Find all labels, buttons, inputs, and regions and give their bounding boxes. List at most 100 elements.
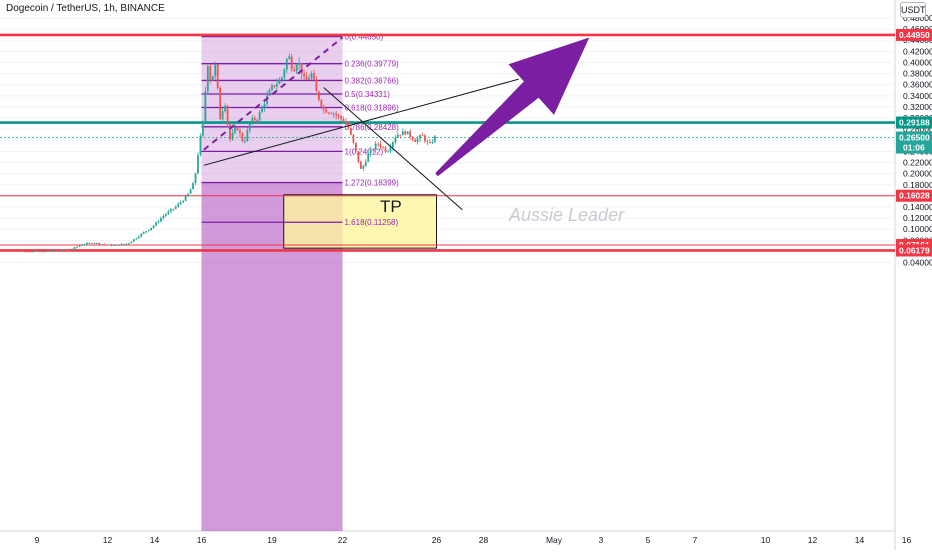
price-level-tag [896, 28, 932, 41]
y-tick-label: 0.14000 [903, 202, 932, 212]
candle-body [209, 66, 212, 81]
candle-body [34, 251, 37, 252]
trend-line [323, 87, 463, 211]
candle-body [295, 64, 298, 72]
candle-body [86, 243, 88, 245]
fib-level-label: 0.618(0.31896) [345, 104, 400, 113]
candle-body [142, 232, 145, 234]
x-tick-label: May [546, 535, 563, 545]
candle-body [327, 112, 330, 114]
x-tick-label: 28 [479, 535, 489, 545]
price-level-tag-label: 0.44950 [899, 30, 930, 40]
candle-body [187, 193, 190, 197]
candle-body [369, 149, 372, 154]
candle-body [271, 85, 273, 91]
candle-body [63, 249, 66, 251]
candle-body [303, 74, 305, 77]
candle-body [362, 165, 365, 169]
candle-body [140, 233, 143, 237]
candle-body [100, 244, 103, 246]
candle-body [335, 113, 338, 116]
chart-title: Dogecoin / TetherUS, 1h, BINANCE [6, 3, 165, 14]
candle-body [372, 149, 375, 151]
y-tick-label: 0.38000 [903, 69, 932, 79]
candle-body [364, 161, 367, 166]
candle-body [211, 75, 214, 81]
candle-body [416, 138, 419, 142]
y-tick-label: 0.28000 [903, 124, 932, 134]
candle-body [49, 250, 51, 252]
x-axis[interactable]: 9 12 14 16 19 22 26 28 May 3 5 7 10 12 14 16 [35, 535, 912, 545]
x-tick-label: 16 [197, 535, 207, 545]
candle-body [199, 135, 202, 156]
candle-body [115, 244, 118, 246]
candle-body [44, 251, 46, 253]
candle-body [332, 113, 335, 115]
candle-body [184, 196, 187, 201]
candle-body [98, 242, 101, 245]
candle-body [147, 229, 150, 232]
fib-level-label: 0.786(0.28428) [345, 123, 400, 132]
candle-body [379, 143, 382, 148]
candle-body [214, 64, 217, 76]
candle-body [236, 127, 239, 131]
candle-body [36, 251, 39, 252]
fib-level-label: 1.618(0.11258) [345, 218, 399, 227]
candle-body [387, 151, 389, 153]
y-tick-label: 0.48000 [903, 13, 932, 23]
candle-body [285, 59, 288, 70]
candle-body [152, 225, 155, 228]
x-tick-label: 9 [35, 535, 40, 545]
candle-body [113, 245, 115, 246]
candle-body [414, 139, 417, 142]
candle-body [313, 73, 315, 80]
candle-body [53, 250, 56, 251]
y-tick-label: 0.10000 [903, 224, 932, 234]
target-box [283, 194, 437, 249]
candle-body [248, 123, 251, 131]
candle-body [132, 239, 135, 242]
candle-body [367, 153, 370, 162]
y-tick-label: 0.22000 [903, 158, 932, 168]
candle-body [399, 134, 402, 136]
candle-body [206, 66, 209, 92]
horizontal-levels [0, 33, 895, 252]
candle-body [194, 173, 197, 184]
candle-body [202, 121, 204, 136]
price-level-tag-label: 0.16028 [899, 191, 930, 201]
candle-body [384, 147, 387, 152]
candle-body [330, 113, 333, 114]
candle-body [345, 122, 347, 123]
candle-body [150, 227, 152, 230]
fib-zones [201, 36, 437, 532]
candle-body [46, 251, 49, 252]
candle-body [39, 251, 41, 252]
y-tick-label: 0.36000 [903, 80, 932, 90]
candle-body [164, 214, 167, 216]
fib-level-label: 0.236(0.39779) [345, 60, 400, 69]
candle-body [192, 183, 194, 190]
candle-body [105, 244, 108, 246]
candle-body [130, 241, 133, 244]
candle-body [137, 236, 140, 239]
x-tick-label: 3 [599, 535, 604, 545]
candle-body [389, 147, 392, 152]
candle-body [29, 251, 32, 253]
y-tick-label: 0.32000 [903, 102, 932, 112]
candle-body [197, 155, 199, 174]
candle-body [377, 143, 380, 145]
candle-body [350, 128, 352, 135]
candle-body [157, 221, 160, 223]
fib-level-label: 1(0.24012) [345, 147, 384, 156]
price-level-tag-label: 0.06179 [899, 245, 930, 255]
candle-body [268, 90, 271, 96]
candle-body [110, 244, 113, 246]
unit-badge[interactable]: USDT [900, 2, 926, 18]
candle-body [118, 244, 120, 246]
candle-body [66, 249, 69, 251]
candle-body [123, 244, 125, 245]
candle-body [337, 115, 340, 117]
candle-body [73, 247, 76, 249]
